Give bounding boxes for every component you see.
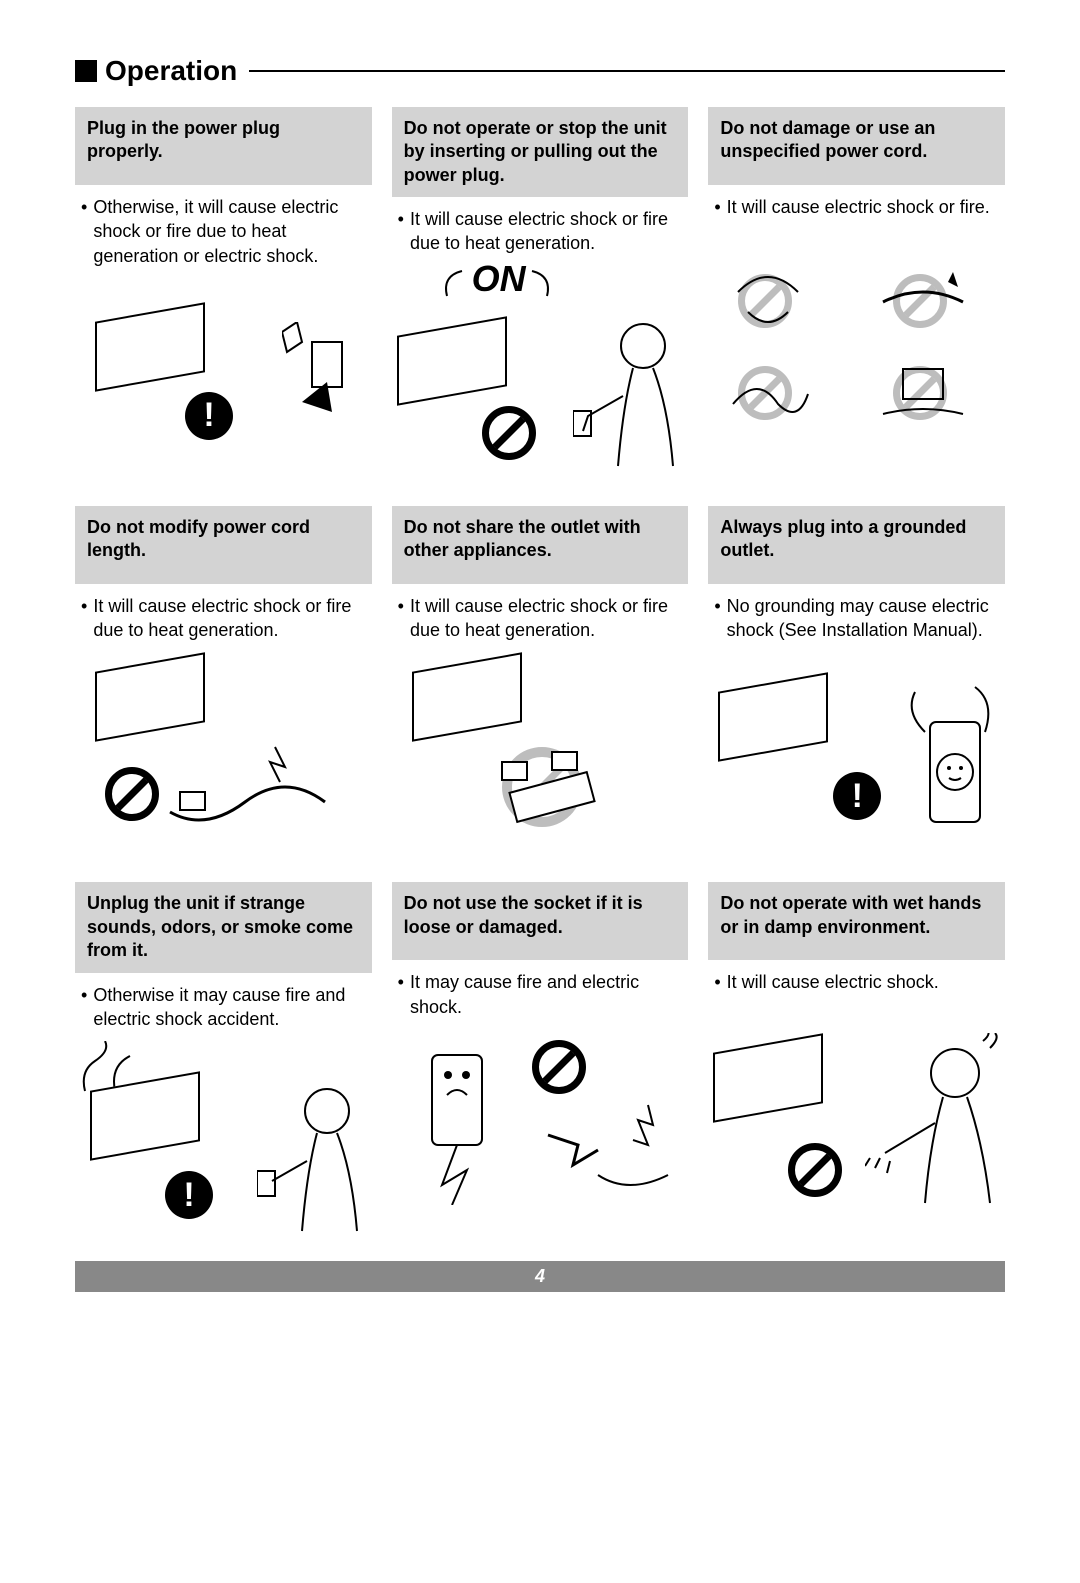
cell-desc: •No grounding may cause electric shock (…: [708, 584, 1005, 653]
cell-title: Do not operate or stop the unit by inser…: [392, 107, 689, 197]
cell-desc: •It will cause electric shock or fire du…: [392, 584, 689, 653]
cell-do-not-share-outlet: Do not share the outlet with other appli…: [392, 506, 689, 843]
cell-do-not-operate-by-plug: Do not operate or stop the unit by inser…: [392, 107, 689, 466]
prohibit-icon: [788, 1143, 842, 1197]
cell-title: Plug in the power plug properly.: [75, 107, 372, 185]
cell-title: Do not share the outlet with other appli…: [392, 506, 689, 584]
cell-title: Do not operate with wet hands or in damp…: [708, 882, 1005, 960]
plug-outlet-icon: [282, 322, 352, 442]
illustration: ON: [392, 266, 689, 466]
cell-desc-text: Otherwise it may cause fire and electric…: [93, 983, 365, 1032]
speech-lines-icon: [442, 266, 552, 306]
person-unplug-icon: [257, 1081, 367, 1241]
illustration: [75, 652, 372, 842]
illustration: !: [708, 652, 1005, 842]
cell-desc: •It will cause electric shock or fire du…: [392, 197, 689, 266]
outlet-character-icon: [895, 682, 995, 842]
cell-unplug-if-strange: Unplug the unit if strange sounds, odors…: [75, 882, 372, 1231]
cell-title: Always plug into a grounded outlet.: [708, 506, 1005, 584]
cell-title: Unplug the unit if strange sounds, odors…: [75, 882, 372, 972]
cell-do-not-damage-cord: Do not damage or use an unspecified powe…: [708, 107, 1005, 466]
cord-spark-icon: [165, 742, 345, 842]
person-plug-icon: [573, 306, 683, 476]
header-square-icon: [75, 60, 97, 82]
cell-desc-text: It will cause electric shock or fire due…: [410, 207, 682, 256]
cell-desc: •Otherwise it may cause fire and electri…: [75, 973, 372, 1042]
cell-desc-text: It will cause electric shock or fire due…: [410, 594, 682, 643]
cell-desc: •It may cause fire and electric shock.: [392, 960, 689, 1029]
cell-title: Do not modify power cord length.: [75, 506, 372, 584]
damaged-outlet-icon: [412, 1045, 502, 1205]
cell-desc-text: No grounding may cause electric shock (S…: [727, 594, 999, 643]
safety-grid: Plug in the power plug properly. •Otherw…: [75, 107, 1005, 1231]
cell-title: Do not damage or use an unspecified powe…: [708, 107, 1005, 185]
prohibit-icon: [482, 406, 536, 460]
cell-wet-hands: Do not operate with wet hands or in damp…: [708, 882, 1005, 1231]
power-strip-icon: [492, 742, 642, 842]
cell-desc-text: It will cause electric shock.: [727, 970, 939, 994]
section-title: Operation: [105, 55, 237, 87]
cell-desc-text: It will cause electric shock or fire due…: [93, 594, 365, 643]
illustration: [392, 1029, 689, 1231]
loose-plug-spark-icon: [538, 1095, 678, 1215]
illustration: [392, 652, 689, 842]
cell-grounded-outlet: Always plug into a grounded outlet. •No …: [708, 506, 1005, 843]
cell-desc-text: It will cause electric shock or fire.: [727, 195, 990, 219]
illustration: !: [75, 1041, 372, 1231]
page-footer: 4: [75, 1261, 1005, 1292]
cell-title: Do not use the socket if it is loose or …: [392, 882, 689, 960]
exclamation-icon: !: [165, 1171, 213, 1219]
person-wet-hands-icon: [865, 1033, 1005, 1213]
page-number: 4: [535, 1266, 545, 1286]
cell-loose-socket: Do not use the socket if it is loose or …: [392, 882, 689, 1231]
prohibit-icon: [532, 1040, 586, 1094]
cell-do-not-modify-length: Do not modify power cord length. •It wil…: [75, 506, 372, 843]
cell-desc-text: It may cause fire and electric shock.: [410, 970, 682, 1019]
exclamation-icon: !: [833, 772, 881, 820]
cell-desc-text: Otherwise, it will cause electric shock …: [93, 195, 365, 268]
prohibit-icon: [105, 767, 159, 821]
illustration: [708, 1005, 1005, 1231]
illustration: [708, 229, 1005, 465]
cell-desc: •It will cause electric shock or fire.: [708, 185, 1005, 229]
cell-desc: •It will cause electric shock or fire du…: [75, 584, 372, 653]
cell-plug-properly: Plug in the power plug properly. •Otherw…: [75, 107, 372, 466]
header-rule: [249, 70, 1005, 72]
cell-desc: •It will cause electric shock.: [708, 960, 1005, 1004]
section-header: Operation: [75, 55, 1005, 87]
illustration: !: [75, 278, 372, 466]
cell-desc: •Otherwise, it will cause electric shock…: [75, 185, 372, 278]
exclamation-icon: !: [185, 392, 233, 440]
